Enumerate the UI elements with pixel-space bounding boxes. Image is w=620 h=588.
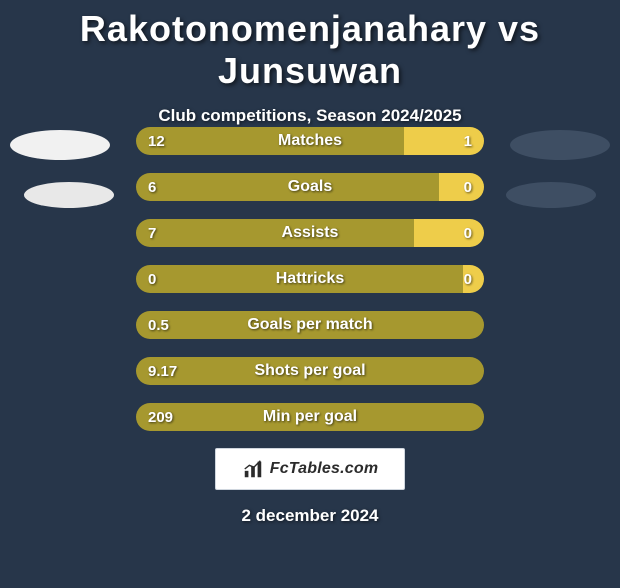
comparison-row: Goals per match0.5 bbox=[135, 310, 485, 340]
player-right-badge-1 bbox=[510, 130, 610, 160]
value-right: 0 bbox=[464, 265, 472, 293]
bar-right bbox=[439, 173, 484, 201]
comparison-row: Min per goal209 bbox=[135, 402, 485, 432]
value-left: 0 bbox=[148, 265, 156, 293]
date-label: 2 december 2024 bbox=[0, 506, 620, 526]
comparison-row: Hattricks00 bbox=[135, 264, 485, 294]
value-left: 6 bbox=[148, 173, 156, 201]
value-left: 7 bbox=[148, 219, 156, 247]
page-title: Rakotonomenjanahary vs Junsuwan bbox=[0, 8, 620, 92]
bar-left bbox=[136, 403, 484, 431]
subtitle: Club competitions, Season 2024/2025 bbox=[0, 106, 620, 126]
bar-left bbox=[136, 357, 484, 385]
player-right-badge-2 bbox=[506, 182, 596, 208]
value-left: 0.5 bbox=[148, 311, 169, 339]
value-left: 12 bbox=[148, 127, 165, 155]
bar-left bbox=[136, 311, 484, 339]
comparison-row: Goals60 bbox=[135, 172, 485, 202]
watermark: FcTables.com bbox=[215, 448, 405, 490]
comparison-row: Shots per goal9.17 bbox=[135, 356, 485, 386]
bar-left bbox=[136, 127, 404, 155]
bar-right bbox=[414, 219, 484, 247]
value-right: 1 bbox=[464, 127, 472, 155]
player-left-badge-1 bbox=[10, 130, 110, 160]
chart-icon bbox=[242, 458, 264, 480]
bar-left bbox=[136, 173, 439, 201]
bar-left bbox=[136, 219, 414, 247]
comparison-row: Matches121 bbox=[135, 126, 485, 156]
comparison-rows: Matches121Goals60Assists70Hattricks00Goa… bbox=[135, 126, 485, 448]
comparison-row: Assists70 bbox=[135, 218, 485, 248]
value-left: 9.17 bbox=[148, 357, 177, 385]
value-right: 0 bbox=[464, 173, 472, 201]
player-left-badge-2 bbox=[24, 182, 114, 208]
value-left: 209 bbox=[148, 403, 173, 431]
value-right: 0 bbox=[464, 219, 472, 247]
watermark-text: FcTables.com bbox=[270, 460, 379, 478]
bar-left bbox=[136, 265, 463, 293]
